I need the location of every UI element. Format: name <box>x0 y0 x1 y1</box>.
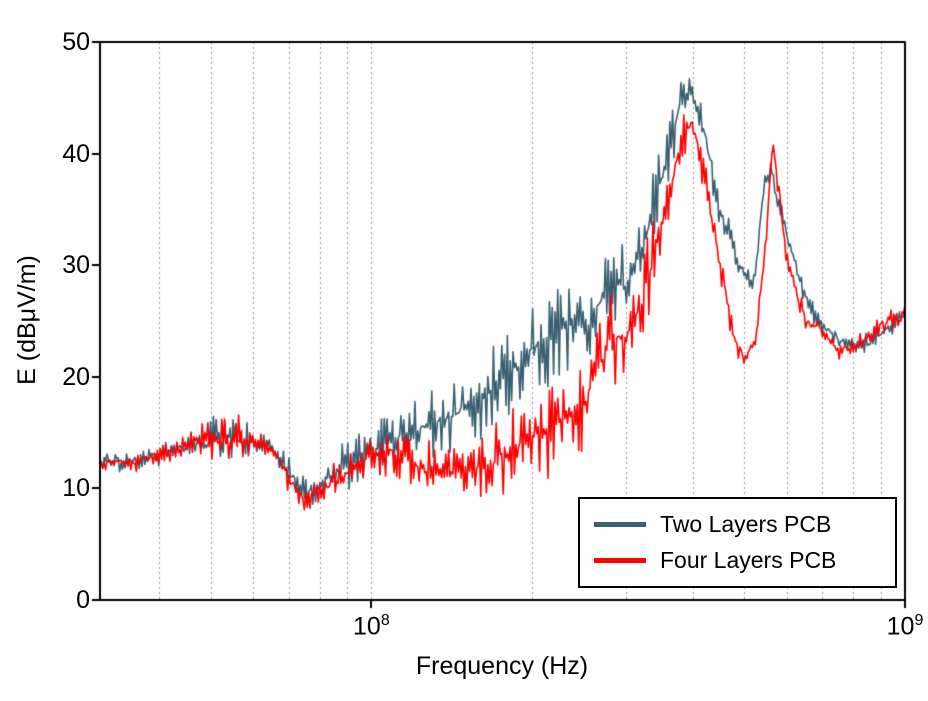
y-tick-label: 0 <box>76 586 90 614</box>
x-tick-label: 108 <box>353 612 390 641</box>
x-axis-title: Frequency (Hz) <box>415 652 589 680</box>
legend-item-two-layers: Two Layers PCB <box>594 511 881 538</box>
y-tick-label: 40 <box>62 139 90 168</box>
y-tick-label: 10 <box>62 474 90 503</box>
y-tick-label: 50 <box>62 28 90 56</box>
legend-swatch-four-layers-line <box>594 557 646 563</box>
legend-label-four-layers: Four Layers PCB <box>660 546 837 573</box>
legend-item-four-layers: Four Layers PCB <box>594 547 881 574</box>
legend: Two Layers PCB Four Layers PCB <box>578 497 897 588</box>
legend-label-two-layers: Two Layers PCB <box>660 511 832 538</box>
y-tick-label: 20 <box>62 362 90 391</box>
x-tick-label: 109 <box>886 612 924 641</box>
y-tick-label: 30 <box>62 251 90 280</box>
legend-swatch-two-layers-line <box>594 522 646 528</box>
